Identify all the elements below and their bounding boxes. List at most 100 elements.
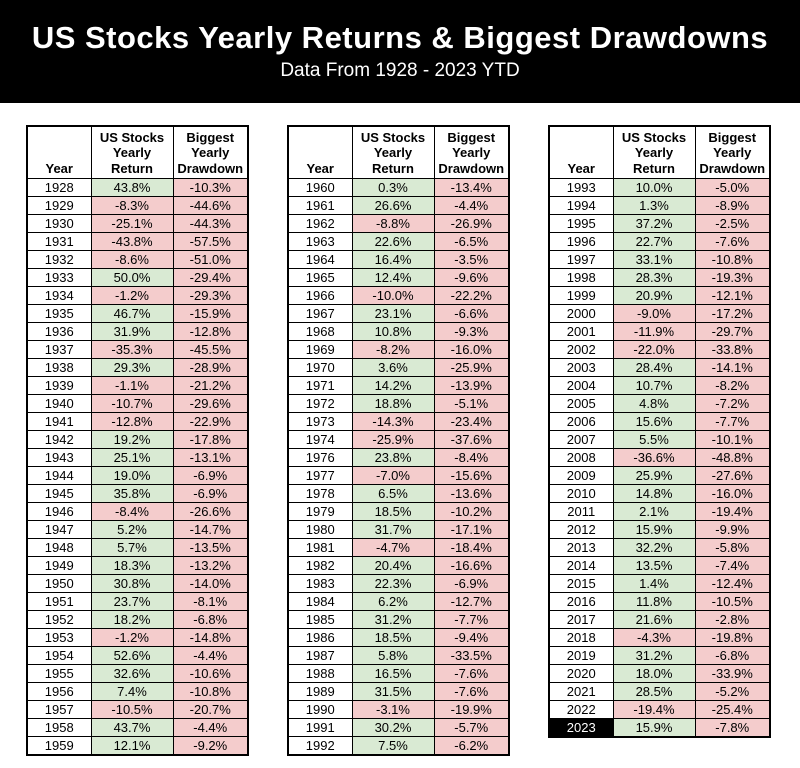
year-cell: 1967	[287, 304, 353, 323]
drawdown-cell: -27.6%	[694, 466, 771, 485]
year-cell: 1989	[287, 682, 353, 701]
year-cell: 2008	[548, 448, 614, 467]
return-cell: 13.5%	[612, 556, 696, 575]
return-column-header: US Stocks Yearly Return	[351, 125, 435, 179]
table-row: 1997 33.1% -10.8%	[548, 250, 771, 269]
drawdown-cell: -18.4%	[433, 538, 510, 557]
drawdown-cell: -5.7%	[433, 718, 510, 737]
year-cell: 1962	[287, 214, 353, 233]
table-row: 1966 -10.0% -22.2%	[287, 286, 510, 305]
return-cell: 26.6%	[351, 196, 435, 215]
drawdown-cell: -12.8%	[172, 322, 249, 341]
drawdown-cell: -13.2%	[172, 556, 249, 575]
drawdown-cell: -19.8%	[694, 628, 771, 647]
year-cell: 1974	[287, 430, 353, 449]
drawdown-cell: -17.2%	[694, 304, 771, 323]
table-row: 1956 7.4% -10.8%	[26, 682, 249, 701]
drawdown-cell: -45.5%	[172, 340, 249, 359]
return-cell: -11.9%	[612, 322, 696, 341]
drawdown-cell: -12.4%	[694, 574, 771, 593]
year-cell: 2002	[548, 340, 614, 359]
drawdown-cell: -19.3%	[694, 268, 771, 287]
return-cell: -10.5%	[90, 700, 174, 719]
year-cell: 1949	[26, 556, 92, 575]
drawdown-cell: -26.9%	[433, 214, 510, 233]
table-row: 1991 30.2% -5.7%	[287, 718, 510, 737]
year-column-header: Year	[287, 125, 353, 179]
returns-table-1993-2023: Year US Stocks Yearly Return Biggest Yearl…	[548, 125, 771, 738]
return-cell: 20.4%	[351, 556, 435, 575]
table-row: 2016 11.8% -10.5%	[548, 592, 771, 611]
year-cell: 1928	[26, 178, 92, 197]
year-column-header: Year	[26, 125, 92, 179]
return-cell: 1.4%	[612, 574, 696, 593]
year-cell: 1990	[287, 700, 353, 719]
return-cell: 52.6%	[90, 646, 174, 665]
year-cell: 1950	[26, 574, 92, 593]
year-cell: 1993	[548, 178, 614, 197]
table-row: 2022 -19.4% -25.4%	[548, 700, 771, 719]
drawdown-cell: -10.2%	[433, 502, 510, 521]
table-row: 1982 20.4% -16.6%	[287, 556, 510, 575]
year-cell: 2003	[548, 358, 614, 377]
drawdown-cell: -7.6%	[433, 682, 510, 701]
drawdown-cell: -57.5%	[172, 232, 249, 251]
year-cell: 2019	[548, 646, 614, 665]
table-row: 1942 19.2% -17.8%	[26, 430, 249, 449]
return-cell: -25.1%	[90, 214, 174, 233]
table-row: 1958 43.7% -4.4%	[26, 718, 249, 737]
year-cell: 2018	[548, 628, 614, 647]
year-cell: 1945	[26, 484, 92, 503]
return-cell: 31.2%	[351, 610, 435, 629]
year-cell: 1995	[548, 214, 614, 233]
drawdown-cell: -9.6%	[433, 268, 510, 287]
return-cell: 30.8%	[90, 574, 174, 593]
table-row: 1945 35.8% -6.9%	[26, 484, 249, 503]
drawdown-cell: -21.2%	[172, 376, 249, 395]
drawdown-cell: -25.4%	[694, 700, 771, 719]
return-cell: 15.9%	[612, 718, 696, 738]
drawdown-cell: -10.8%	[694, 250, 771, 269]
return-cell: -35.3%	[90, 340, 174, 359]
drawdown-cell: -9.2%	[172, 736, 249, 756]
year-cell: 1955	[26, 664, 92, 683]
drawdown-cell: -29.7%	[694, 322, 771, 341]
table-row: 1999 20.9% -12.1%	[548, 286, 771, 305]
year-cell: 1931	[26, 232, 92, 251]
return-cell: 10.8%	[351, 322, 435, 341]
table-row: 1950 30.8% -14.0%	[26, 574, 249, 593]
table-row: 1971 14.2% -13.9%	[287, 376, 510, 395]
return-cell: 10.0%	[612, 178, 696, 197]
drawdown-cell: -13.1%	[172, 448, 249, 467]
table-row: 1943 25.1% -13.1%	[26, 448, 249, 467]
drawdown-cell: -29.3%	[172, 286, 249, 305]
drawdown-cell: -4.4%	[172, 646, 249, 665]
year-cell: 1969	[287, 340, 353, 359]
table-row: 1976 23.8% -8.4%	[287, 448, 510, 467]
table-row: 1952 18.2% -6.8%	[26, 610, 249, 629]
year-cell: 1970	[287, 358, 353, 377]
table-row: 1979 18.5% -10.2%	[287, 502, 510, 521]
table-row: 1960 0.3% -13.4%	[287, 178, 510, 197]
year-cell: 1951	[26, 592, 92, 611]
year-cell: 1941	[26, 412, 92, 431]
return-cell: -8.6%	[90, 250, 174, 269]
return-column-header: US Stocks Yearly Return	[90, 125, 174, 179]
drawdown-cell: -7.7%	[433, 610, 510, 629]
return-cell: 11.8%	[612, 592, 696, 611]
table-row: 1932 -8.6% -51.0%	[26, 250, 249, 269]
drawdown-cell: -16.0%	[694, 484, 771, 503]
table-row: 1968 10.8% -9.3%	[287, 322, 510, 341]
table-row: 1996 22.7% -7.6%	[548, 232, 771, 251]
table-row: 1938 29.3% -28.9%	[26, 358, 249, 377]
table-row: 1955 32.6% -10.6%	[26, 664, 249, 683]
table-row: 2000 -9.0% -17.2%	[548, 304, 771, 323]
drawdown-cell: -6.9%	[172, 484, 249, 503]
return-cell: -4.7%	[351, 538, 435, 557]
drawdown-cell: -5.1%	[433, 394, 510, 413]
year-cell: 1982	[287, 556, 353, 575]
table-row: 1987 5.8% -33.5%	[287, 646, 510, 665]
drawdown-cell: -7.6%	[433, 664, 510, 683]
return-cell: -36.6%	[612, 448, 696, 467]
year-cell: 1933	[26, 268, 92, 287]
